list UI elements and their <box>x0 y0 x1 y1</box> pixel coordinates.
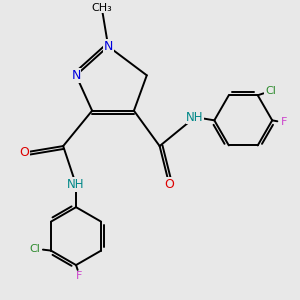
Text: CH₃: CH₃ <box>92 3 112 13</box>
Text: F: F <box>76 271 83 281</box>
Text: N: N <box>103 40 113 53</box>
Text: NH: NH <box>67 178 85 191</box>
Text: Cl: Cl <box>29 244 40 254</box>
Text: F: F <box>281 117 288 127</box>
Text: N: N <box>71 69 81 82</box>
Text: O: O <box>20 146 29 159</box>
Text: NH: NH <box>186 111 204 124</box>
Text: O: O <box>164 178 174 191</box>
Text: Cl: Cl <box>265 86 276 96</box>
